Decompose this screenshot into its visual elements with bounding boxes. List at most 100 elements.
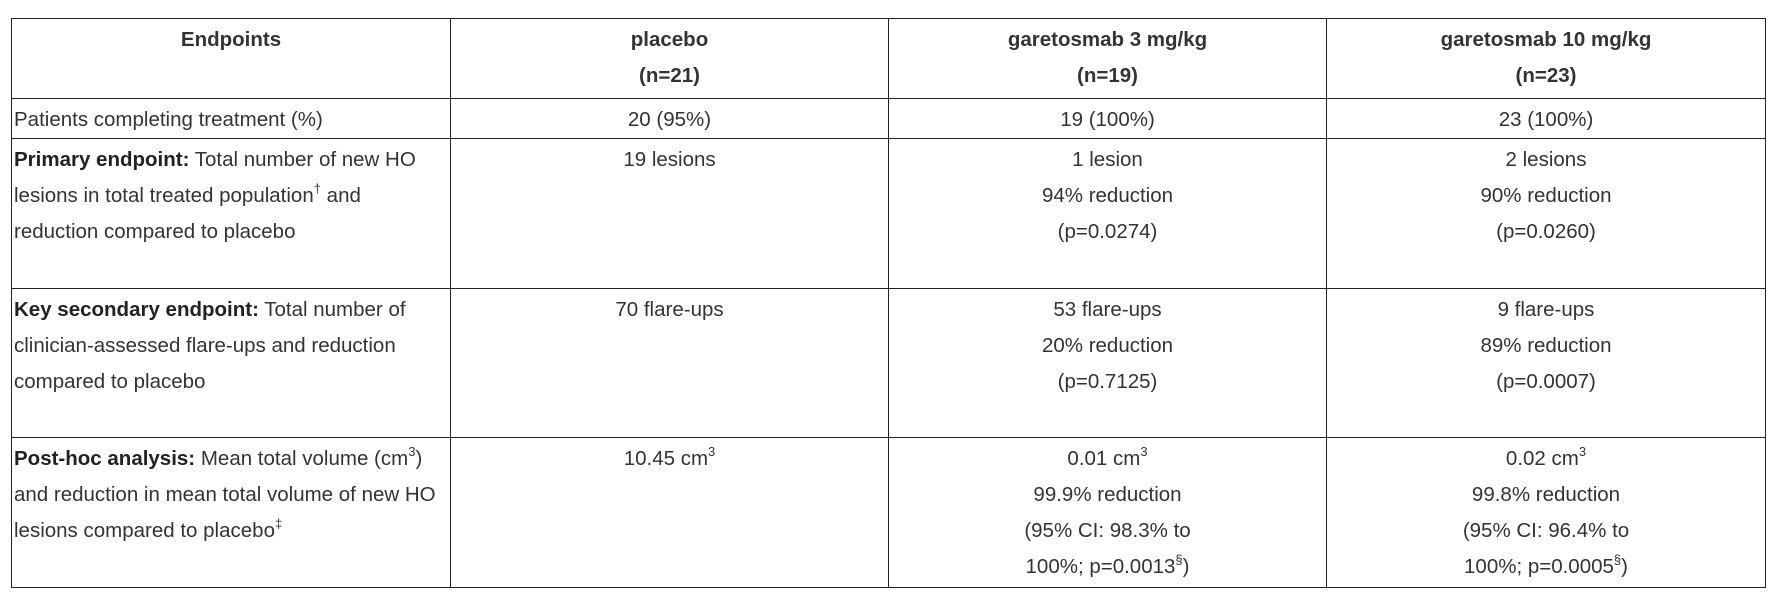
value-cell: 1 lesion 94% reduction (p=0.0274)	[888, 138, 1327, 289]
value-cell: 53 flare-ups 20% reduction (p=0.7125)	[888, 288, 1327, 438]
bold-text: Key secondary endpoint:	[14, 298, 259, 321]
superscript: ‡	[274, 516, 283, 531]
text: (95% CI: 98.3% to	[1024, 519, 1191, 542]
text: 99.9% reduction	[1033, 483, 1182, 506]
cell-line: Post-hoc analysis: Mean total volume (cm…	[14, 441, 447, 549]
cell-line: 100%; p=0.0005§)	[1330, 549, 1762, 585]
text: )	[1182, 555, 1190, 578]
superscript: §	[1613, 552, 1622, 567]
value-cell: 2 lesions 90% reduction (p=0.0260)	[1326, 138, 1766, 289]
text: 10.45 cm	[623, 447, 709, 470]
superscript: †	[313, 181, 321, 196]
cell-line: 9 flare-ups	[1330, 292, 1762, 328]
cell-line: 20% reduction	[892, 328, 1323, 364]
cell-line: 19 (100%)	[892, 102, 1323, 138]
body-row: Post-hoc analysis: Mean total volume (cm…	[11, 437, 1766, 588]
text: 23 (100%)	[1498, 108, 1594, 131]
text: 100%; p=0.0005	[1464, 555, 1614, 578]
header-line: (n=23)	[1515, 64, 1577, 87]
cell-line: (p=0.0260)	[1330, 214, 1762, 250]
cell-line: 89% reduction	[1330, 328, 1762, 364]
endpoint-cell: Patients completing treatment (%)	[11, 98, 451, 139]
endpoint-cell: Key secondary endpoint: Total number of …	[11, 288, 451, 438]
cell-line: 90% reduction	[1330, 178, 1762, 214]
cell-line: 19 lesions	[454, 142, 885, 178]
header-line: placebo	[630, 28, 709, 51]
header-line: (n=19)	[1077, 64, 1138, 87]
value-cell: 19 (100%)	[888, 98, 1327, 139]
superscript: 3	[708, 444, 716, 459]
header-cell: garetosmab 3 mg/kg (n=19)	[888, 18, 1327, 99]
cell-line: (p=0.7125)	[892, 364, 1323, 400]
text: 19 (100%)	[1060, 108, 1155, 131]
cell-line: 100%; p=0.0013§)	[892, 549, 1323, 585]
bold-text: Primary endpoint:	[14, 148, 190, 171]
cell-line: 23 (100%)	[1330, 102, 1762, 138]
cell-line: Primary endpoint: Total number of new HO…	[14, 142, 447, 250]
text: 9 flare-ups	[1497, 298, 1595, 321]
text: (p=0.0260)	[1496, 220, 1596, 243]
text: ) and reduction in mean total volume of …	[14, 447, 436, 542]
header-line: garetosmab 10 mg/kg	[1440, 28, 1652, 51]
value-cell: 70 flare-ups	[450, 288, 889, 438]
cell-line: 0.01 cm3	[892, 441, 1323, 477]
value-cell: 10.45 cm3	[450, 437, 889, 588]
value-cell: 23 (100%)	[1326, 98, 1766, 139]
body-row: Patients completing treatment (%) 20 (95%…	[11, 98, 1766, 139]
cell-line: Key secondary endpoint: Total number of …	[14, 292, 447, 400]
text: 20% reduction	[1041, 334, 1174, 357]
superscript: §	[1175, 552, 1183, 567]
header-cell: Endpoints	[11, 18, 451, 99]
text: 100%; p=0.0013	[1025, 555, 1176, 578]
superscript: 3	[1578, 444, 1587, 459]
text: 20 (95%)	[627, 108, 712, 131]
endpoint-cell: Post-hoc analysis: Mean total volume (cm…	[11, 437, 451, 588]
cell-line: 10.45 cm3	[454, 441, 885, 477]
text: Mean total volume (cm	[195, 447, 409, 470]
bold-text: Post-hoc analysis:	[14, 447, 196, 470]
text: 53 flare-ups	[1053, 298, 1162, 321]
text: (p=0.0007)	[1496, 370, 1596, 393]
value-cell: 20 (95%)	[450, 98, 889, 139]
text: 1 lesion	[1072, 148, 1143, 171]
text: 99.8% reduction	[1471, 483, 1621, 506]
text: (p=0.7125)	[1057, 370, 1158, 393]
header-row: Endpoints placebo (n=21) garetosmab 3 mg/kg…	[11, 18, 1766, 99]
cell-line: 2 lesions	[1330, 142, 1762, 178]
cell-line: 1 lesion	[892, 142, 1323, 178]
cell-line: 70 flare-ups	[454, 292, 885, 328]
body-row: Key secondary endpoint: Total number of …	[11, 288, 1766, 438]
value-cell: 9 flare-ups 89% reduction (p=0.0007)	[1326, 288, 1766, 438]
text: Patients completing treatment (%)	[14, 108, 323, 131]
text: 94% reduction	[1041, 184, 1174, 207]
cell-line: (p=0.0007)	[1330, 364, 1762, 400]
text: Total number of new HO lesions in total …	[14, 148, 416, 207]
text: 19 lesions	[623, 148, 716, 171]
value-cell: 0.01 cm3 99.9% reduction (95% CI: 98.3% to…	[888, 437, 1327, 588]
cell-line: 99.8% reduction	[1330, 477, 1762, 513]
header-line: (n=21)	[639, 64, 700, 87]
body-row: Primary endpoint: Total number of new HO…	[11, 138, 1766, 289]
cell-line: (95% CI: 98.3% to	[892, 513, 1323, 549]
text: (95% CI: 96.4% to	[1462, 519, 1630, 542]
cell-line: (95% CI: 96.4% to	[1330, 513, 1762, 549]
superscript: 3	[1140, 444, 1148, 459]
cell-line: (p=0.0274)	[892, 214, 1323, 250]
endpoint-cell: Primary endpoint: Total number of new HO…	[11, 138, 451, 289]
text: and reduction compared to placebo	[14, 184, 361, 243]
header-cell: garetosmab 10 mg/kg (n=23)	[1326, 18, 1766, 99]
text: (p=0.0274)	[1057, 220, 1158, 243]
text: 70 flare-ups	[615, 298, 724, 321]
header-line: garetosmab 3 mg/kg	[1007, 28, 1208, 51]
value-cell: 0.02 cm3 99.8% reduction (95% CI: 96.4% to…	[1326, 437, 1766, 588]
cell-line: 99.9% reduction	[892, 477, 1323, 513]
text: )	[1621, 555, 1628, 578]
text: 0.02 cm	[1505, 447, 1579, 470]
text: Total number of clinician-assessed flare…	[14, 298, 406, 393]
cell-line: Patients completing treatment (%)	[14, 102, 447, 138]
results-table: Endpoints placebo (n=21) garetosmab 3 mg/kg…	[11, 18, 1766, 588]
header-cell: placebo (n=21)	[450, 18, 889, 99]
text: 2 lesions	[1505, 148, 1587, 171]
cell-line: 0.02 cm3	[1330, 441, 1762, 477]
